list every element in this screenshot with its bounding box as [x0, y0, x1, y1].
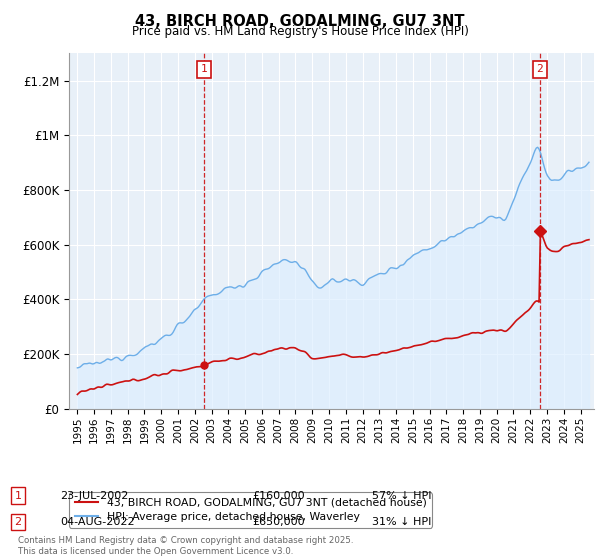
Text: 04-AUG-2022: 04-AUG-2022	[60, 517, 134, 527]
Text: 2: 2	[536, 64, 544, 74]
Text: 1: 1	[200, 64, 208, 74]
Text: 1: 1	[14, 491, 22, 501]
Text: 2: 2	[14, 517, 22, 527]
Text: Price paid vs. HM Land Registry's House Price Index (HPI): Price paid vs. HM Land Registry's House …	[131, 25, 469, 38]
Text: 57% ↓ HPI: 57% ↓ HPI	[372, 491, 431, 501]
Text: Contains HM Land Registry data © Crown copyright and database right 2025.
This d: Contains HM Land Registry data © Crown c…	[18, 536, 353, 556]
Text: £160,000: £160,000	[252, 491, 305, 501]
Text: 23-JUL-2002: 23-JUL-2002	[60, 491, 128, 501]
Text: £650,000: £650,000	[252, 517, 305, 527]
Text: 43, BIRCH ROAD, GODALMING, GU7 3NT: 43, BIRCH ROAD, GODALMING, GU7 3NT	[135, 14, 465, 29]
Text: 31% ↓ HPI: 31% ↓ HPI	[372, 517, 431, 527]
Legend: 43, BIRCH ROAD, GODALMING, GU7 3NT (detached house), HPI: Average price, detache: 43, BIRCH ROAD, GODALMING, GU7 3NT (deta…	[69, 492, 433, 528]
